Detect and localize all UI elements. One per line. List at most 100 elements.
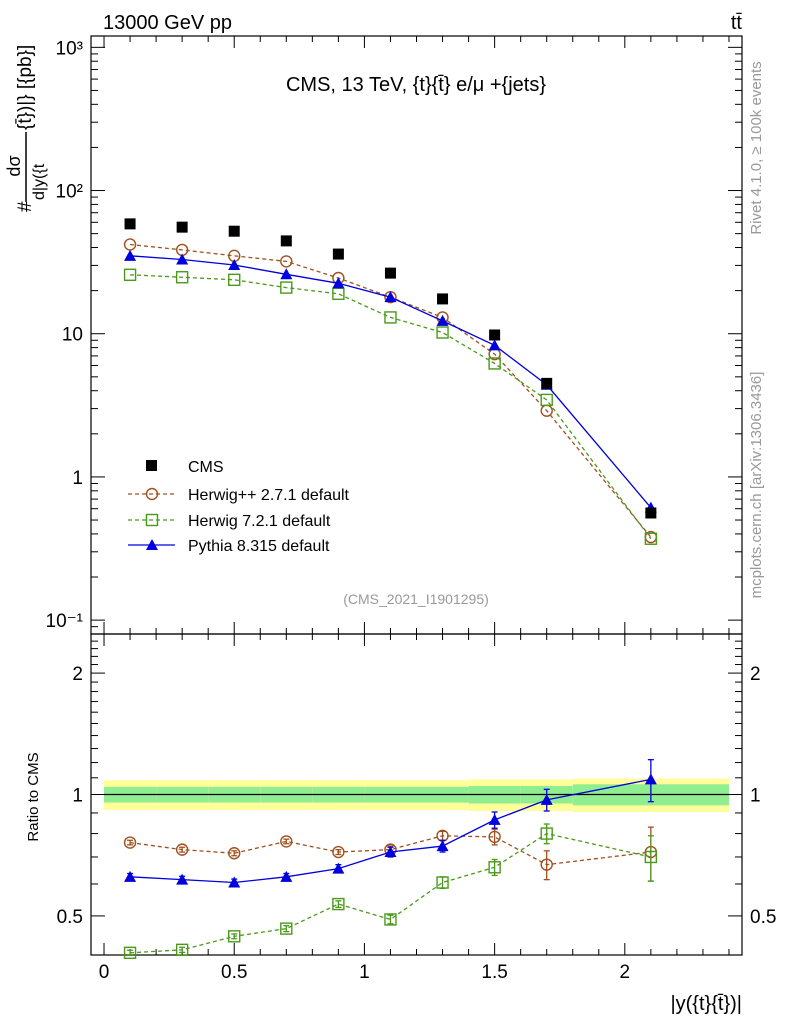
ratio-line-herwigpp [129,835,651,866]
x-tick-label: 0.5 [221,962,247,983]
main-point-pythia [280,268,293,280]
main-point-cms [280,235,292,247]
x-tick-label: 2 [620,962,631,983]
main-point-pythia [332,277,345,289]
ratio-point-pythia [540,793,553,805]
ratio-y-axis-title: Ratio to CMS [25,752,42,841]
main-point-herwig7 [175,271,189,284]
ratio-point-pythia [176,873,189,885]
ratio-point-herwig7 [280,922,293,935]
main-point-cms [645,507,657,519]
ratio-point-herwig7 [384,913,397,926]
main-point-cms [437,293,449,305]
main-line-herwig7 [130,274,652,540]
ratio-line-pythia [130,778,651,884]
ratio-point-herwig7 [175,943,189,957]
ratio-point-herwig7 [540,827,553,840]
ratio-line-herwig7 [130,832,652,954]
plot-title: CMS, 13 TeV, {t}{t̄} e/μ +{jets} [286,74,546,96]
main-y-tick-label: 10³ [56,38,83,59]
main-point-herwig7 [540,393,553,407]
x-tick-label: 1 [359,962,370,983]
main-point-pythia [488,339,501,351]
main-series-cms [124,218,657,519]
main-series-herwig7 [123,268,658,545]
main-point-herwig7 [228,273,241,287]
main-point-herwig7 [644,532,658,545]
main-point-cms [124,218,136,230]
main-point-pythia [384,291,397,303]
ratio-point-pythia [644,773,657,785]
legend-marker-pythia [146,539,158,550]
ratio-point-pythia [280,870,293,882]
main-y-axis-title: # dσ d|y({t {t̄})|} [{pb}] [4,45,48,212]
legend-label-cms: CMS [188,459,224,476]
ylabel-prefix: # [15,201,36,212]
energy-label: 13000 GeV pp [103,12,232,34]
ratio-point-herwigpp [488,830,501,844]
analysis-id: (CMS_2021_I1901295) [343,591,489,607]
ratio-point-pythia [124,870,137,882]
main-point-pythia [176,253,189,265]
ratio-point-herwig7 [332,897,345,911]
legend-label-herwigpp: Herwig++ 2.7.1 default [188,487,350,504]
ratio-point-herwig7 [436,876,449,889]
ratio-point-pythia [436,840,449,852]
ratio-y-tick-label-right: 0.5 [750,907,776,928]
main-point-cms [541,377,553,389]
ratio-point-herwigpp [280,835,293,848]
main-line-herwigpp [129,243,652,538]
main-point-pythia [124,249,137,261]
ratio-point-pythia [488,813,501,825]
ratio-point-herwig7 [644,850,658,864]
main-point-herwig7 [384,311,397,324]
main-point-pythia [436,314,449,326]
legend: CMS Herwig++ 2.7.1 default Herwig 7.2.1 … [128,459,350,555]
ratio-y-tick-label-left: 2 [72,664,83,685]
main-point-herwig7 [488,357,501,370]
ratio-point-herwig7 [228,930,241,943]
mcplots-label: mcplots.cern.ch [arXiv:1306.3436] [748,372,765,599]
legend-marker-herwig7 [145,513,159,527]
rivet-label: Rivet 4.1.0, ≥ 100k events [748,61,765,234]
main-y-tick-label: 10⁻¹ [46,611,84,632]
x-tick-label: 0 [99,962,110,983]
ratio-point-herwigpp [228,847,241,860]
legend-label-pythia: Pythia 8.315 default [188,538,330,555]
main-point-cms [384,267,396,279]
ratio-point-pythia [332,862,345,874]
main-point-herwig7 [123,268,137,281]
ylabel-numer: dσ [4,155,24,176]
legend-marker-herwigpp [145,487,159,501]
ylabel-denom: d|y({t [31,163,48,200]
ratio-y-tick-label-right: 2 [750,664,761,685]
ylabel-suffix: {t̄})|} [{pb}] [15,45,36,130]
ratio-point-herwigpp [540,858,553,871]
ratio-point-herwig7 [488,861,501,874]
main-point-herwigpp [280,255,293,268]
ratio-series-pythia [124,759,657,888]
ratio-series-herwig7 [123,823,658,960]
main-line-pythia [130,255,652,509]
ratio-y-tick-label-left: 0.5 [57,907,83,928]
main-point-cms [332,248,344,260]
main-y-tick-label: 10² [56,182,83,203]
ratio-point-herwigpp [175,843,189,856]
main-y-tick-label: 10 [62,325,83,346]
main-point-cms [228,225,240,237]
main-point-herwig7 [332,287,345,301]
ratio-point-herwigpp [332,845,345,859]
ratio-point-pythia [228,876,241,888]
x-tick-label: 1.5 [481,962,507,983]
ratio-y-tick-label-right: 1 [750,786,761,807]
main-point-herwig7 [280,281,293,294]
main-point-herwig7 [436,326,449,339]
legend-marker-cms [146,460,157,471]
ratio-y-tick-label-left: 1 [72,786,83,807]
chart-layer: 0 0.5 1 1.5 2 10⁻¹ 1 10 10² 10³ 0.5 0.5 1 1 2 2 [46,35,776,983]
legend-label-herwig7: Herwig 7.2.1 default [188,513,331,530]
x-axis-title: |y({t}{t̄})| [670,993,742,1015]
process-label: tt̄ [731,12,743,34]
main-point-cms [489,329,501,341]
